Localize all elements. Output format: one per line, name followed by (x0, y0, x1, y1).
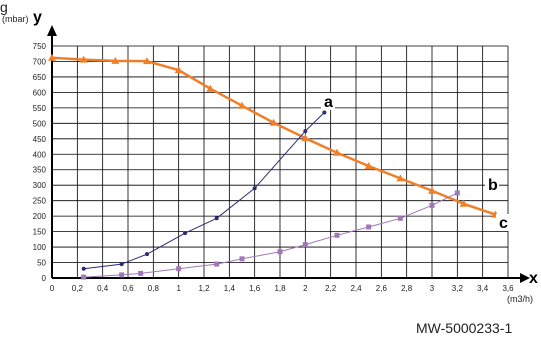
data-point-b (334, 232, 340, 238)
data-point-c (238, 101, 246, 109)
data-point-c (459, 199, 468, 207)
x-axis-letter: x (529, 270, 538, 287)
data-point-c (79, 55, 88, 63)
y-tick-label: 400 (33, 150, 47, 159)
figure-code: MW-5000233-1 (416, 320, 513, 336)
data-point-c (48, 53, 56, 61)
y-axis-unit: (mbar) (2, 14, 29, 24)
data-point-b (214, 261, 220, 267)
data-point-c (364, 162, 373, 170)
data-point-a (119, 262, 124, 267)
data-point-c (396, 174, 405, 182)
data-point-a (145, 252, 149, 257)
x-tick-label: 2,4 (350, 284, 362, 293)
data-point-b (429, 202, 435, 208)
data-point-b (81, 274, 87, 280)
corner-text: g (0, 0, 8, 15)
y-tick-label: 0 (42, 274, 47, 283)
series-label-background (321, 93, 335, 110)
series-label-c: c (499, 215, 508, 232)
axes (47, 25, 530, 283)
series-labels: c a b (321, 93, 510, 232)
data-point-b (366, 224, 372, 230)
x-axis-unit: (m3/h) (507, 294, 533, 304)
data-point-c (301, 134, 310, 142)
series-label-background (496, 214, 510, 231)
y-tick-label: 50 (37, 259, 46, 268)
x-tick-label: 0,2 (72, 284, 84, 293)
data-point-b (239, 256, 245, 262)
x-axis-arrow-icon (520, 273, 530, 283)
y-tick-label: 500 (33, 119, 47, 128)
x-tick-label: 1,2 (198, 284, 210, 293)
y-tick-label: 350 (33, 166, 47, 175)
data-point-c (174, 66, 183, 74)
series-line-c (51, 56, 496, 216)
x-tick-label: 0,6 (122, 284, 134, 293)
x-tick-label: 0 (50, 284, 55, 293)
data-point-c (269, 118, 278, 126)
y-tick-label: 450 (33, 135, 47, 144)
y-tick-label: 700 (33, 57, 47, 66)
y-tick-label: 100 (33, 243, 47, 252)
x-tick-label: 2,2 (325, 284, 337, 293)
data-point-b (176, 266, 182, 272)
series-label-background (485, 176, 499, 193)
x-tick-label: 3,2 (452, 284, 464, 293)
data-point-c (111, 56, 120, 64)
data-point-a (81, 266, 86, 271)
series-line-b (83, 192, 458, 278)
data-point-b (277, 249, 283, 255)
data-point-a (303, 129, 308, 134)
x-tick-label: 1 (176, 284, 181, 293)
data-point-c (206, 84, 215, 92)
y-tick-label: 200 (33, 212, 47, 221)
data-point-a (214, 216, 219, 221)
series-label-b: b (488, 177, 498, 194)
x-tick-label: 2,8 (401, 284, 413, 293)
data-point-c (428, 186, 436, 194)
y-tick-label: 750 (33, 42, 47, 51)
data-point-a (252, 186, 257, 191)
series-lines (51, 56, 496, 278)
x-tick-label: 3,6 (502, 284, 514, 293)
x-tick-label: 3,4 (477, 284, 489, 293)
y-tick-label: 150 (33, 228, 47, 237)
y-tick-label: 650 (33, 73, 47, 82)
y-axis-letter: y (33, 9, 42, 26)
x-tick-label: 3 (430, 284, 435, 293)
data-point-b (138, 270, 144, 276)
data-point-b (454, 190, 460, 196)
data-point-a (322, 110, 327, 115)
y-tick-label: 600 (33, 88, 47, 97)
data-point-c (333, 148, 341, 156)
x-tick-label: 1,4 (224, 284, 236, 293)
data-point-b (397, 215, 403, 221)
grid (51, 45, 509, 279)
series-line-a (83, 112, 325, 270)
x-tick-label: 0,8 (148, 284, 160, 293)
y-tick-label: 550 (33, 104, 47, 113)
x-tick-labels: 0 0,2 0,4 0,6 0,8 1 1,2 1,4 1,6 1,8 2 2,2 2,4 2,6 2,8 3… (50, 284, 514, 293)
x-tick-label: 0,4 (97, 284, 109, 293)
y-tick-labels: 0 50 100 150 200 250 300 350 400 450 500 550 600 650 7… (33, 42, 47, 283)
data-point-b (302, 242, 308, 248)
x-tick-label: 1,8 (274, 284, 286, 293)
y-tick-label: 300 (33, 181, 47, 190)
series-label-a: a (324, 94, 333, 111)
y-tick-label: 250 (33, 197, 47, 206)
data-point-b (119, 272, 125, 278)
x-tick-label: 2 (303, 284, 308, 293)
data-point-c (143, 57, 151, 65)
x-tick-label: 2,6 (376, 284, 388, 293)
data-point-a (183, 231, 187, 236)
x-tick-label: 1,6 (249, 284, 261, 293)
y-axis-arrow-icon (47, 25, 57, 36)
series-markers (48, 53, 500, 280)
